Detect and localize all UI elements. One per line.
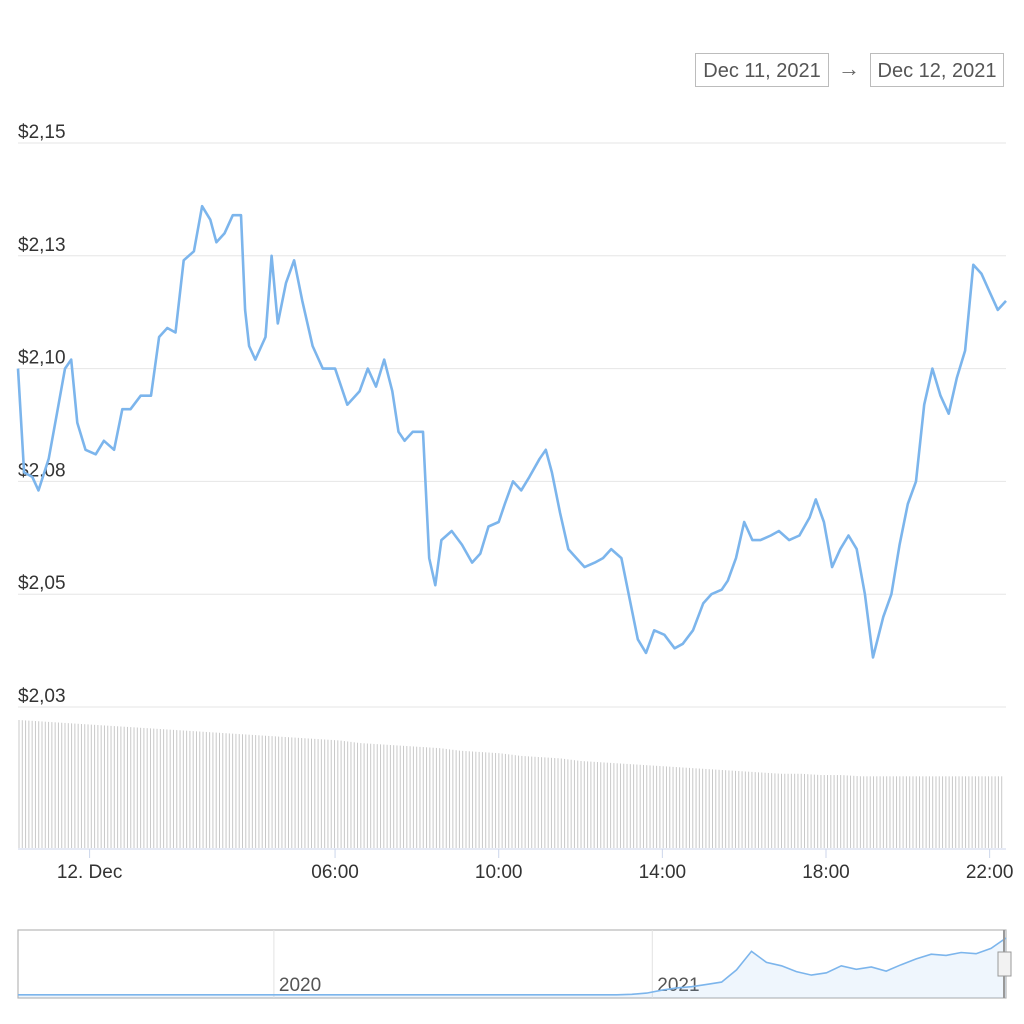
- y-tick-label: $2,13: [18, 235, 66, 256]
- x-tick-label: 18:00: [802, 862, 850, 883]
- date-range-arrow-icon: →: [838, 56, 860, 81]
- x-tick-label: 12. Dec: [57, 862, 122, 883]
- navigator-series-line: [18, 937, 1007, 996]
- grid-lines: [18, 142, 1006, 708]
- y-tick-label: $2,10: [18, 348, 66, 369]
- navigator-handle[interactable]: [997, 951, 1012, 977]
- navigator-year-markers: 2020 2021: [273, 930, 700, 998]
- price-series-line: [16, 204, 1007, 659]
- navigator[interactable]: 2020 2021: [17, 929, 1012, 999]
- y-axis-labels: $2,15$2,13$2,10$2,08$2,05$2,03: [18, 122, 66, 707]
- volume-bars: [18, 720, 1003, 848]
- navigator-year-label: 2021: [657, 975, 699, 996]
- y-tick-label: $2,05: [18, 573, 66, 594]
- date-range-start-input[interactable]: Dec 11, 2021: [695, 53, 829, 87]
- x-tick-label: 22:00: [966, 862, 1014, 883]
- x-axis-labels: 12. Dec 06:00 10:00 14:00 18:00 22:00: [57, 849, 1014, 883]
- x-tick-label: 14:00: [639, 862, 687, 883]
- navigator-year-label: 2020: [279, 975, 321, 996]
- date-range-end-input[interactable]: Dec 12, 2021: [870, 53, 1004, 87]
- navigator-area: [18, 938, 1006, 998]
- x-tick-label: 06:00: [311, 862, 359, 883]
- y-tick-label: $2,03: [18, 686, 66, 707]
- x-tick-label: 10:00: [475, 862, 523, 883]
- y-tick-label: $2,15: [18, 122, 66, 143]
